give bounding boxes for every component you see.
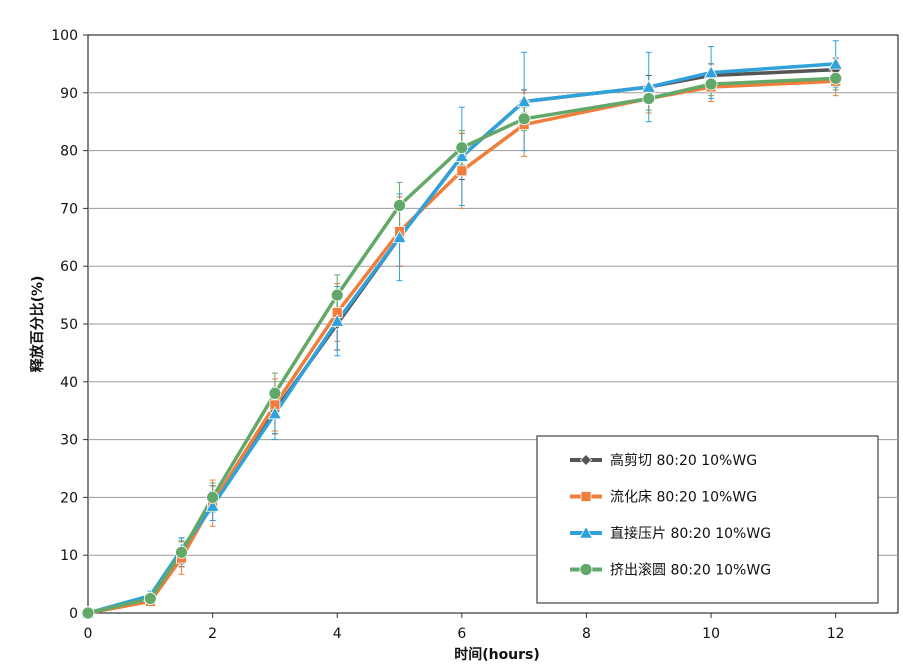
y-tick-label: 100 bbox=[51, 28, 78, 44]
data-point bbox=[175, 545, 188, 559]
data-point bbox=[330, 313, 345, 327]
data-point bbox=[517, 112, 531, 126]
y-tick-label: 70 bbox=[60, 201, 78, 217]
series-markers bbox=[80, 56, 843, 620]
y-tick-labels: 0 10 20 30 40 50 60 70 80 90 100 bbox=[51, 28, 78, 622]
legend-marker bbox=[579, 563, 593, 576]
y-tick-label: 90 bbox=[60, 86, 78, 102]
y-tick-label: 10 bbox=[60, 548, 78, 564]
data-point bbox=[392, 229, 407, 243]
data-point bbox=[81, 606, 95, 620]
x-tick-label: 10 bbox=[702, 626, 720, 642]
x-tick-label: 8 bbox=[582, 626, 591, 642]
y-tick-label: 40 bbox=[60, 375, 78, 391]
legend-marker bbox=[579, 453, 593, 467]
y-tick-label: 0 bbox=[69, 606, 78, 622]
data-point bbox=[828, 56, 843, 70]
data-point bbox=[393, 199, 406, 212]
y-tick-label: 30 bbox=[60, 433, 78, 449]
legend-label: 高剪切 80:20 10%WG bbox=[610, 452, 757, 469]
data-point bbox=[642, 92, 656, 105]
x-tick-label: 4 bbox=[333, 626, 342, 642]
data-point bbox=[330, 288, 344, 302]
data-point bbox=[268, 386, 282, 400]
data-point bbox=[516, 94, 532, 108]
x-tick-labels: 0 2 4 6 8 10 12 bbox=[84, 626, 845, 642]
x-tick-label: 12 bbox=[827, 626, 845, 642]
data-point bbox=[143, 592, 157, 605]
x-tick-label: 0 bbox=[84, 626, 93, 642]
legend-label: 挤出滚圆 80:20 10%WG bbox=[610, 562, 771, 579]
data-point bbox=[267, 406, 283, 420]
legend-label: 流化床 80:20 10%WG bbox=[610, 490, 757, 506]
y-tick-label: 80 bbox=[60, 144, 78, 160]
data-point bbox=[704, 77, 718, 91]
data-point bbox=[456, 165, 468, 177]
data-point bbox=[455, 141, 469, 155]
legend-marker bbox=[580, 491, 592, 502]
x-tick-label: 6 bbox=[457, 626, 466, 642]
y-tick-label: 50 bbox=[60, 317, 78, 333]
y-axis-title: 释放百分比(%) bbox=[29, 276, 46, 373]
y-tick-label: 20 bbox=[60, 490, 78, 506]
legend-box bbox=[536, 435, 879, 604]
y-tick-label: 60 bbox=[60, 259, 78, 275]
x-tick-label: 2 bbox=[208, 626, 217, 642]
data-point bbox=[454, 149, 470, 162]
data-point bbox=[206, 490, 220, 504]
data-point bbox=[205, 498, 220, 512]
legend-marker bbox=[578, 525, 594, 539]
data-point bbox=[829, 71, 843, 85]
legend: 高剪切 80:20 10%WG 流化床 80:20 10%WG 直接压片 80:20… bbox=[536, 435, 879, 604]
x-axis-title: 时间(hours) bbox=[454, 646, 540, 663]
legend-label: 直接压片 80:20 10%WG bbox=[610, 525, 771, 542]
